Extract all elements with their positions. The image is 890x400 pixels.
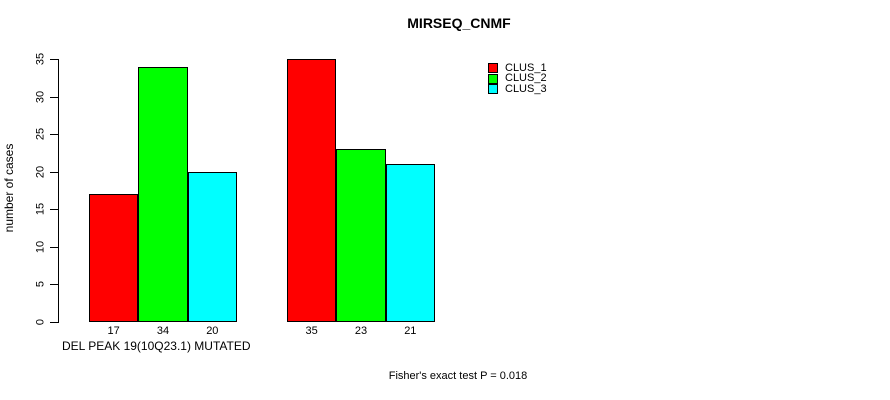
legend-swatch-clus_1: [488, 63, 498, 74]
y-axis-tick-label: 20: [34, 165, 47, 178]
bar-clus_2-group1: [138, 66, 188, 322]
bar-clus_1-group1: [89, 194, 139, 322]
bar-clus_3-group1: [187, 171, 237, 322]
legend-swatch-clus_3: [488, 84, 498, 95]
y-axis-tick-label: 15: [34, 203, 47, 216]
y-axis-tick-label: 5: [34, 281, 47, 288]
bar-value-label: 34: [156, 325, 170, 337]
y-axis-tick: [50, 96, 58, 98]
legend: CLUS_1 CLUS_2 CLUS_3: [488, 61, 547, 95]
bar-clus_2-group2: [336, 149, 386, 322]
bar-value-label: 21: [404, 325, 417, 337]
y-axis-tick-label: 35: [34, 52, 47, 66]
y-axis-tick: [50, 246, 58, 248]
y-axis-tick-label: 25: [34, 128, 47, 141]
y-axis-tick-label: 10: [34, 240, 47, 253]
bar-value-label: 35: [305, 325, 318, 337]
x-axis-label: DEL PEAK 19(10Q23.1) MUTATED: [62, 339, 251, 353]
bar-clus_3-group2: [385, 164, 435, 322]
legend-item-clus_1: CLUS_1: [488, 61, 547, 74]
legend-label: CLUS_3: [505, 82, 547, 95]
y-axis-tick-label: 0: [34, 318, 47, 326]
bar-value-label: 23: [354, 325, 368, 337]
legend-label: CLUS_1: [505, 61, 547, 74]
legend-swatch-clus_2: [488, 73, 498, 84]
y-axis-tick: [50, 209, 58, 211]
y-axis-tick: [50, 171, 58, 173]
chart-title: MIRSEQ_CNMF: [407, 15, 511, 31]
y-axis-tick: [50, 322, 58, 323]
y-axis-line: [58, 59, 59, 323]
legend-item-clus_3: CLUS_3: [488, 82, 547, 95]
legend-item-clus_2: CLUS_2: [488, 72, 547, 85]
fisher-test-annotation: Fisher's exact test P = 0.018: [388, 370, 528, 382]
legend-label: CLUS_2: [505, 72, 547, 85]
bar-value-label: 17: [107, 325, 120, 337]
y-axis-tick-label: 30: [34, 90, 47, 103]
y-axis-tick: [50, 134, 58, 136]
y-axis-tick: [50, 59, 58, 60]
y-axis-tick: [50, 284, 58, 286]
bar-clus_1-group2: [287, 59, 337, 322]
bar-value-label: 20: [206, 325, 219, 337]
